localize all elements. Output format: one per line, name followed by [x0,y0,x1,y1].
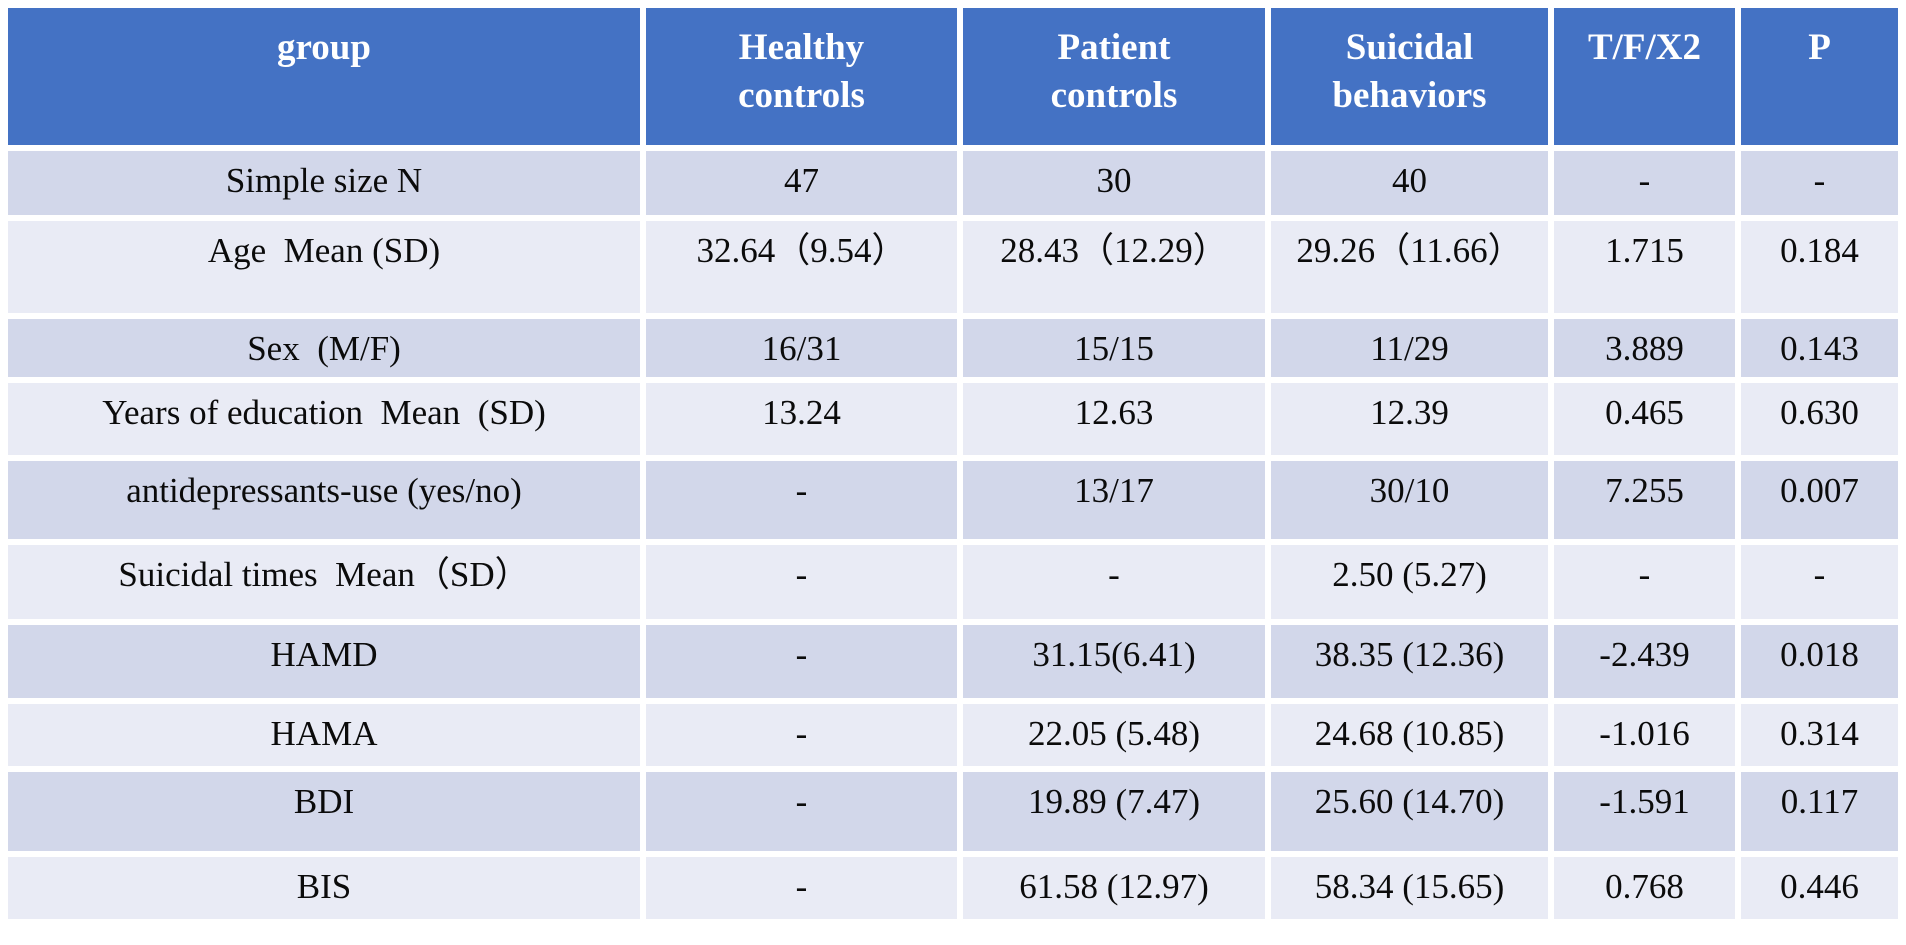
table-cell: - [646,704,957,766]
table-cell: 15/15 [963,319,1265,377]
header-row: group Healthy controls Patient controls … [8,8,1898,145]
table-cell: 29.26（11.66） [1271,221,1548,313]
table-row-hama: HAMA - 22.05 (5.48) 24.68 (10.85) -1.016… [8,704,1898,766]
row-label: Suicidal times Mean（SD） [8,545,640,619]
table-cell: 25.60 (14.70) [1271,772,1548,851]
table-cell: 58.34 (15.65) [1271,857,1548,919]
column-header-tfx2: T/F/X2 [1554,8,1735,145]
row-label: Simple size N [8,151,640,215]
table-cell: 12.39 [1271,383,1548,455]
table-row-bis: BIS - 61.58 (12.97) 58.34 (15.65) 0.768 … [8,857,1898,919]
table-cell: 2.50 (5.27) [1271,545,1548,619]
table-row-bdi: BDI - 19.89 (7.47) 25.60 (14.70) -1.591 … [8,772,1898,851]
row-label: HAMA [8,704,640,766]
table-cell: - [646,625,957,698]
table-cell: - [646,545,957,619]
table-cell: - [963,545,1265,619]
table-row-antidepressants: antidepressants-use (yes/no) - 13/17 30/… [8,461,1898,539]
table-cell: 22.05 (5.48) [963,704,1265,766]
table-cell: - [646,461,957,539]
table-cell: -1.016 [1554,704,1735,766]
row-label: antidepressants-use (yes/no) [8,461,640,539]
table-row-education: Years of education Mean (SD) 13.24 12.63… [8,383,1898,455]
table-cell: 40 [1271,151,1548,215]
table-cell: 16/31 [646,319,957,377]
table-cell: 24.68 (10.85) [1271,704,1548,766]
table-cell: 11/29 [1271,319,1548,377]
table-cell: 1.715 [1554,221,1735,313]
table-cell: - [1741,545,1898,619]
row-label: Sex (M/F) [8,319,640,377]
table-cell: 0.314 [1741,704,1898,766]
table-row-hamd: HAMD - 31.15(6.41) 38.35 (12.36) -2.439 … [8,625,1898,698]
table-cell: 19.89 (7.47) [963,772,1265,851]
table-cell: - [1554,151,1735,215]
table-row-suicidal-times: Suicidal times Mean（SD） - - 2.50 (5.27) … [8,545,1898,619]
column-header-p: P [1741,8,1898,145]
table-row-age: Age Mean (SD) 32.64（9.54） 28.43（12.29） 2… [8,221,1898,313]
table-cell: 0.117 [1741,772,1898,851]
table-row-sample-size: Simple size N 47 30 40 - - [8,151,1898,215]
table-cell: 30 [963,151,1265,215]
table-cell: 0.465 [1554,383,1735,455]
row-label: Age Mean (SD) [8,221,640,313]
row-label: HAMD [8,625,640,698]
table-cell: 3.889 [1554,319,1735,377]
row-label: BIS [8,857,640,919]
table-cell: 7.255 [1554,461,1735,539]
table-cell: 12.63 [963,383,1265,455]
table-cell: 13.24 [646,383,957,455]
table-cell: 38.35 (12.36) [1271,625,1548,698]
table-cell: 61.58 (12.97) [963,857,1265,919]
table-cell: 0.768 [1554,857,1735,919]
group-comparison-table: group Healthy controls Patient controls … [2,2,1904,925]
table-row-sex: Sex (M/F) 16/31 15/15 11/29 3.889 0.143 [8,319,1898,377]
table-cell: - [1741,151,1898,215]
table-cell: - [646,772,957,851]
table-cell: 0.018 [1741,625,1898,698]
table-cell: 31.15(6.41) [963,625,1265,698]
table-cell: -1.591 [1554,772,1735,851]
table-cell: 0.007 [1741,461,1898,539]
table-cell: 0.143 [1741,319,1898,377]
table-cell: 0.630 [1741,383,1898,455]
table-cell: 0.184 [1741,221,1898,313]
column-header-group: group [8,8,640,145]
table-cell: - [646,857,957,919]
table-cell: - [1554,545,1735,619]
table-cell: 32.64（9.54） [646,221,957,313]
table-cell: 30/10 [1271,461,1548,539]
column-header-healthy-controls: Healthy controls [646,8,957,145]
column-header-patient-controls: Patient controls [963,8,1265,145]
table-cell: 28.43（12.29） [963,221,1265,313]
column-header-suicidal-behaviors: Suicidal behaviors [1271,8,1548,145]
row-label: Years of education Mean (SD) [8,383,640,455]
table-cell: 47 [646,151,957,215]
table-cell: 13/17 [963,461,1265,539]
table-cell: -2.439 [1554,625,1735,698]
table-cell: 0.446 [1741,857,1898,919]
row-label: BDI [8,772,640,851]
